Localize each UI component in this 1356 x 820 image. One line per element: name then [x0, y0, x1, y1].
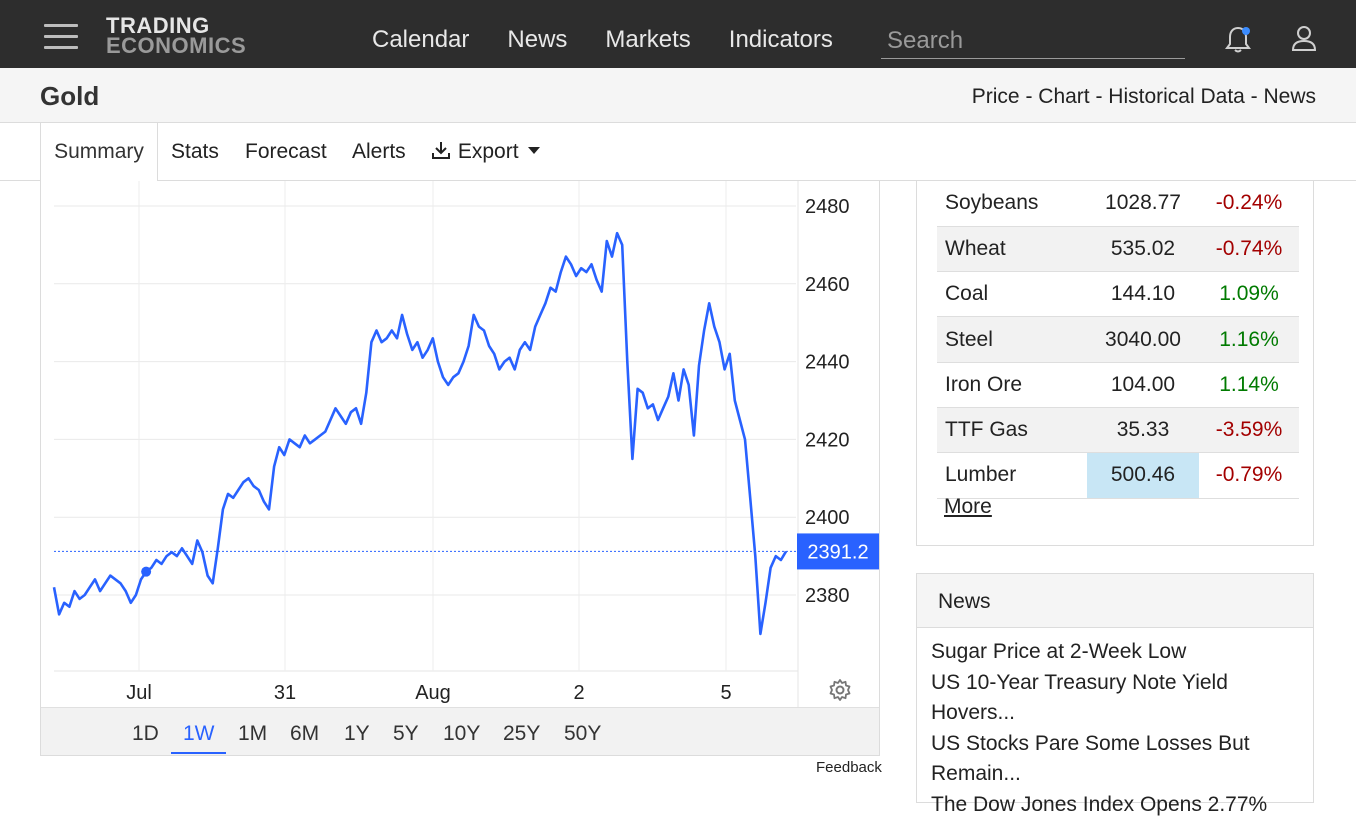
news-item[interactable]: The Dow Jones Index Opens 2.77%: [931, 790, 1313, 820]
price-chart-card: 2380 2400 2420 2440 2460 2480 Jul 31 Aug 2 5 2391.2…: [40, 181, 880, 756]
range-1m[interactable]: 1M: [238, 722, 267, 746]
tab-export[interactable]: Export: [430, 123, 540, 181]
y-tick-label: 2400: [805, 507, 850, 529]
page-title: Gold: [40, 81, 99, 112]
more-link[interactable]: More: [944, 495, 992, 519]
range-1w[interactable]: 1W: [183, 722, 215, 746]
commodity-name[interactable]: Lumber: [937, 453, 1087, 498]
commodity-name[interactable]: Steel: [937, 317, 1087, 362]
tab-bar: Summary Stats Forecast Alerts Export: [0, 123, 1356, 181]
commodity-name[interactable]: Iron Ore: [937, 362, 1087, 407]
page-subheader: Gold Price - Chart - Historical Data - N…: [0, 68, 1356, 123]
commodity-name[interactable]: Soybeans: [937, 181, 1087, 226]
commodity-price: 35.33: [1087, 407, 1199, 452]
download-icon: [430, 139, 452, 161]
commodity-change: -0.79%: [1199, 453, 1299, 498]
commodity-name[interactable]: TTF Gas: [937, 407, 1087, 452]
commodity-change: 1.16%: [1199, 317, 1299, 362]
x-tick-label: 31: [274, 682, 296, 704]
commodity-price: 500.46: [1087, 453, 1199, 498]
news-heading: News: [917, 574, 1313, 628]
commodity-name[interactable]: Coal: [937, 272, 1087, 317]
commodity-price: 104.00: [1087, 362, 1199, 407]
range-50y[interactable]: 50Y: [564, 722, 601, 746]
commodity-change: 1.09%: [1199, 272, 1299, 317]
section-links[interactable]: Price - Chart - Historical Data - News: [972, 85, 1316, 109]
tab-forecast[interactable]: Forecast: [245, 123, 327, 181]
range-25y[interactable]: 25Y: [503, 722, 540, 746]
nav-link-markets[interactable]: Markets: [605, 26, 690, 54]
price-chart[interactable]: 2380 2400 2420 2440 2460 2480 Jul 31 Aug 2 5 2391.2: [41, 181, 879, 707]
x-tick-label: Jul: [126, 682, 152, 704]
commodity-price: 3040.00: [1087, 317, 1199, 362]
tab-stats[interactable]: Stats: [171, 123, 219, 181]
feedback-link[interactable]: Feedback: [816, 759, 882, 776]
last-value-label: 2391.2: [807, 541, 868, 563]
commodity-name[interactable]: Wheat: [937, 226, 1087, 271]
commodity-price: 1028.77: [1087, 181, 1199, 226]
x-tick-label: 5: [720, 682, 731, 704]
range-1d[interactable]: 1D: [132, 722, 159, 746]
main-nav-links: Calendar News Markets Indicators: [372, 26, 871, 54]
nav-link-indicators[interactable]: Indicators: [729, 26, 833, 54]
trading-economics-logo[interactable]: TRADING ECONOMICS: [106, 16, 246, 56]
commodity-price: 144.10: [1087, 272, 1199, 317]
range-10y[interactable]: 10Y: [443, 722, 480, 746]
chevron-down-icon: [528, 147, 540, 154]
search-input[interactable]: [881, 24, 1185, 59]
data-marker-dot: [141, 567, 151, 577]
commodity-change: -3.59%: [1199, 407, 1299, 452]
nav-link-calendar[interactable]: Calendar: [372, 26, 469, 54]
tab-summary[interactable]: Summary: [40, 123, 158, 182]
nav-link-news[interactable]: News: [507, 26, 567, 54]
news-item[interactable]: US 10-Year Treasury Note Yield Hovers...: [931, 668, 1313, 729]
gold-price-line[interactable]: [54, 233, 786, 634]
commodity-change: -0.74%: [1199, 226, 1299, 271]
news-item[interactable]: US Stocks Pare Some Losses But Remain...: [931, 729, 1261, 790]
notification-dot: [1242, 27, 1250, 35]
export-label: Export: [458, 140, 519, 163]
commodity-change: -0.24%: [1199, 181, 1299, 226]
y-tick-label: 2440: [805, 352, 850, 374]
news-card: News Sugar Price at 2-Week Low US 10-Yea…: [916, 573, 1314, 803]
range-5y[interactable]: 5Y: [393, 722, 419, 746]
news-item[interactable]: Sugar Price at 2-Week Low: [931, 637, 1313, 668]
y-tick-label: 2380: [805, 585, 850, 607]
x-tick-label: 2: [573, 682, 584, 704]
y-tick-label: 2480: [805, 196, 850, 218]
chart-settings-gear-icon[interactable]: [828, 678, 852, 702]
logo-line-2: ECONOMICS: [106, 36, 246, 56]
y-tick-label: 2460: [805, 274, 850, 296]
hamburger-menu-icon[interactable]: [44, 24, 78, 50]
y-tick-label: 2420: [805, 429, 850, 451]
x-tick-label: Aug: [415, 682, 451, 704]
active-range-underline: [171, 752, 226, 754]
range-1y[interactable]: 1Y: [344, 722, 370, 746]
commodity-change: 1.14%: [1199, 362, 1299, 407]
news-list: Sugar Price at 2-Week Low US 10-Year Tre…: [917, 628, 1313, 820]
notification-bell-icon[interactable]: [1224, 24, 1252, 54]
time-range-selector: 1D 1W 1M 6M 1Y 5Y 10Y 25Y 50Y: [41, 707, 879, 755]
user-account-icon[interactable]: [1290, 24, 1318, 52]
tab-alerts[interactable]: Alerts: [352, 123, 406, 181]
commodity-price: 535.02: [1087, 226, 1199, 271]
range-6m[interactable]: 6M: [290, 722, 319, 746]
top-navbar: TRADING ECONOMICS Calendar News Markets …: [0, 0, 1356, 68]
